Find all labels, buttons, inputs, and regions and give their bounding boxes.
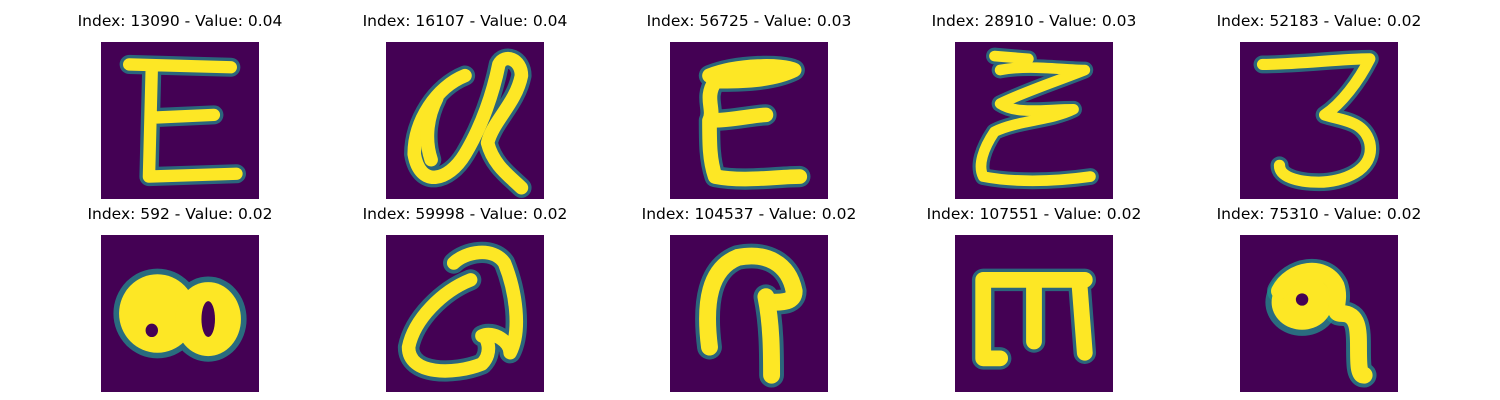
panel-title: Index: 59998 - Value: 0.02 [362, 205, 568, 223]
digit-image [955, 42, 1113, 199]
digit-image [670, 42, 828, 199]
digit-image [386, 42, 544, 199]
panel-title: Index: 52183 - Value: 0.02 [1216, 12, 1422, 30]
panel-title: Index: 28910 - Value: 0.03 [931, 12, 1137, 30]
panel-title: Index: 56725 - Value: 0.03 [646, 12, 852, 30]
panel-2: Index: 16107 - Value: 0.04 [320, 8, 610, 199]
panel-9: Index: 107551 - Value: 0.02 [889, 201, 1179, 392]
panel-title: Index: 104537 - Value: 0.02 [641, 205, 857, 223]
panel-title: Index: 13090 - Value: 0.04 [77, 12, 283, 30]
digit-image [1240, 235, 1398, 392]
panel-10: Index: 75310 - Value: 0.02 [1174, 201, 1464, 392]
digit-image [1240, 42, 1398, 199]
panel-title: Index: 75310 - Value: 0.02 [1216, 205, 1422, 223]
panel-8: Index: 104537 - Value: 0.02 [604, 201, 894, 392]
digit-image [955, 235, 1113, 392]
digit-image [670, 235, 828, 392]
panel-3: Index: 56725 - Value: 0.03 [604, 8, 894, 199]
panel-4: Index: 28910 - Value: 0.03 [889, 8, 1179, 199]
digit-image [101, 235, 259, 392]
panel-7: Index: 59998 - Value: 0.02 [320, 201, 610, 392]
digit-image [386, 235, 544, 392]
panel-1: Index: 13090 - Value: 0.04 [35, 8, 325, 199]
panel-6: Index: 592 - Value: 0.02 [35, 201, 325, 392]
digit-image [101, 42, 259, 199]
panel-title: Index: 107551 - Value: 0.02 [926, 205, 1142, 223]
panel-title: Index: 592 - Value: 0.02 [87, 205, 273, 223]
panel-5: Index: 52183 - Value: 0.02 [1174, 8, 1464, 199]
panel-title: Index: 16107 - Value: 0.04 [362, 12, 568, 30]
